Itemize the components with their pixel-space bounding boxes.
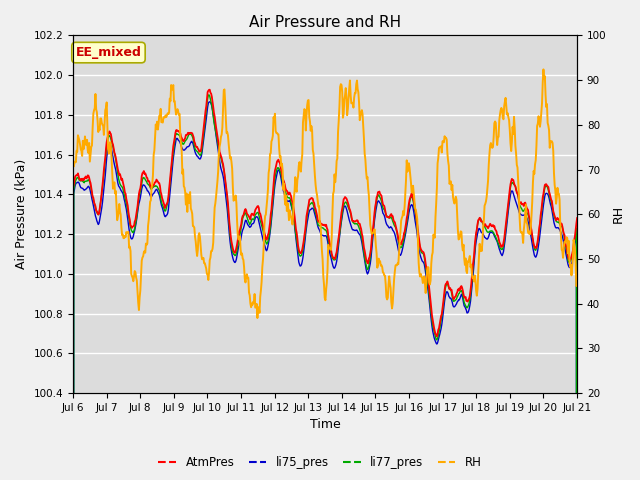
X-axis label: Time: Time	[310, 419, 340, 432]
Y-axis label: Air Pressure (kPa): Air Pressure (kPa)	[15, 159, 28, 269]
Text: EE_mixed: EE_mixed	[76, 46, 141, 59]
Title: Air Pressure and RH: Air Pressure and RH	[249, 15, 401, 30]
Legend: AtmPres, li75_pres, li77_pres, RH: AtmPres, li75_pres, li77_pres, RH	[154, 452, 486, 474]
Y-axis label: RH: RH	[612, 205, 625, 223]
